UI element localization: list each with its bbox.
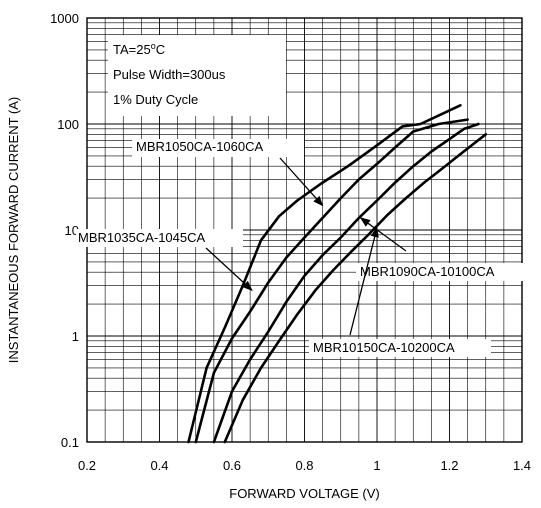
series-label-arrow [279,157,324,207]
y-tick-label: 0.1 [61,435,79,450]
notes-box [108,35,286,116]
series-label-arrow [359,217,407,252]
y-tick-label: 100 [57,117,79,132]
note-line: TA=25oC [113,41,165,57]
series-line [223,133,488,444]
series-label: MBR10150CA-10200CA [313,340,455,355]
curves [187,104,488,444]
ticks: 0.2 0.4 0.6 0.8 1 1.2 1.4 0.1 1 10 100 1000 [50,11,531,473]
series-label-bg [356,263,528,281]
series-label-bg [132,139,304,157]
x-tick-label: 0.6 [223,458,241,473]
series-labels: MBR1050CA-1060CA MBR1035CA-1045CA MBR1090C… [76,139,528,357]
series-label-bg [309,339,491,357]
x-tick-label: 1.4 [513,458,531,473]
series-label: MBR1090CA-10100CA [360,264,495,279]
x-tick-label: 1.2 [440,458,458,473]
series-label-bg [76,229,243,247]
note-line: 1% Duty Cycle [113,92,198,107]
x-tick-label: 1 [373,458,380,473]
x-tick-label: 0.4 [150,458,168,473]
x-tick-label: 0.8 [295,458,313,473]
series-line [212,122,480,444]
notes: TA=25oC Pulse Width=300us 1% Duty Cycle [108,35,286,116]
y-tick-label: 1 [72,329,79,344]
series-label: MBR1050CA-1060CA [136,139,264,154]
y-tick-label: 1000 [50,11,79,26]
series-label-arrow [349,226,379,336]
series-label-arrow [205,247,253,291]
series-line [194,118,469,444]
x-axis-title: FORWARD VOLTAGE (V) [229,486,379,501]
x-tick-label: 0.2 [78,458,96,473]
series-label: MBR1035CA-1045CA [78,230,206,245]
y-tick-label: 10 [65,223,79,238]
y-axis-title: INSTANTANEOUS FORWARD CURRENT (A) [6,97,21,364]
note-line: Pulse Width=300us [113,67,226,82]
